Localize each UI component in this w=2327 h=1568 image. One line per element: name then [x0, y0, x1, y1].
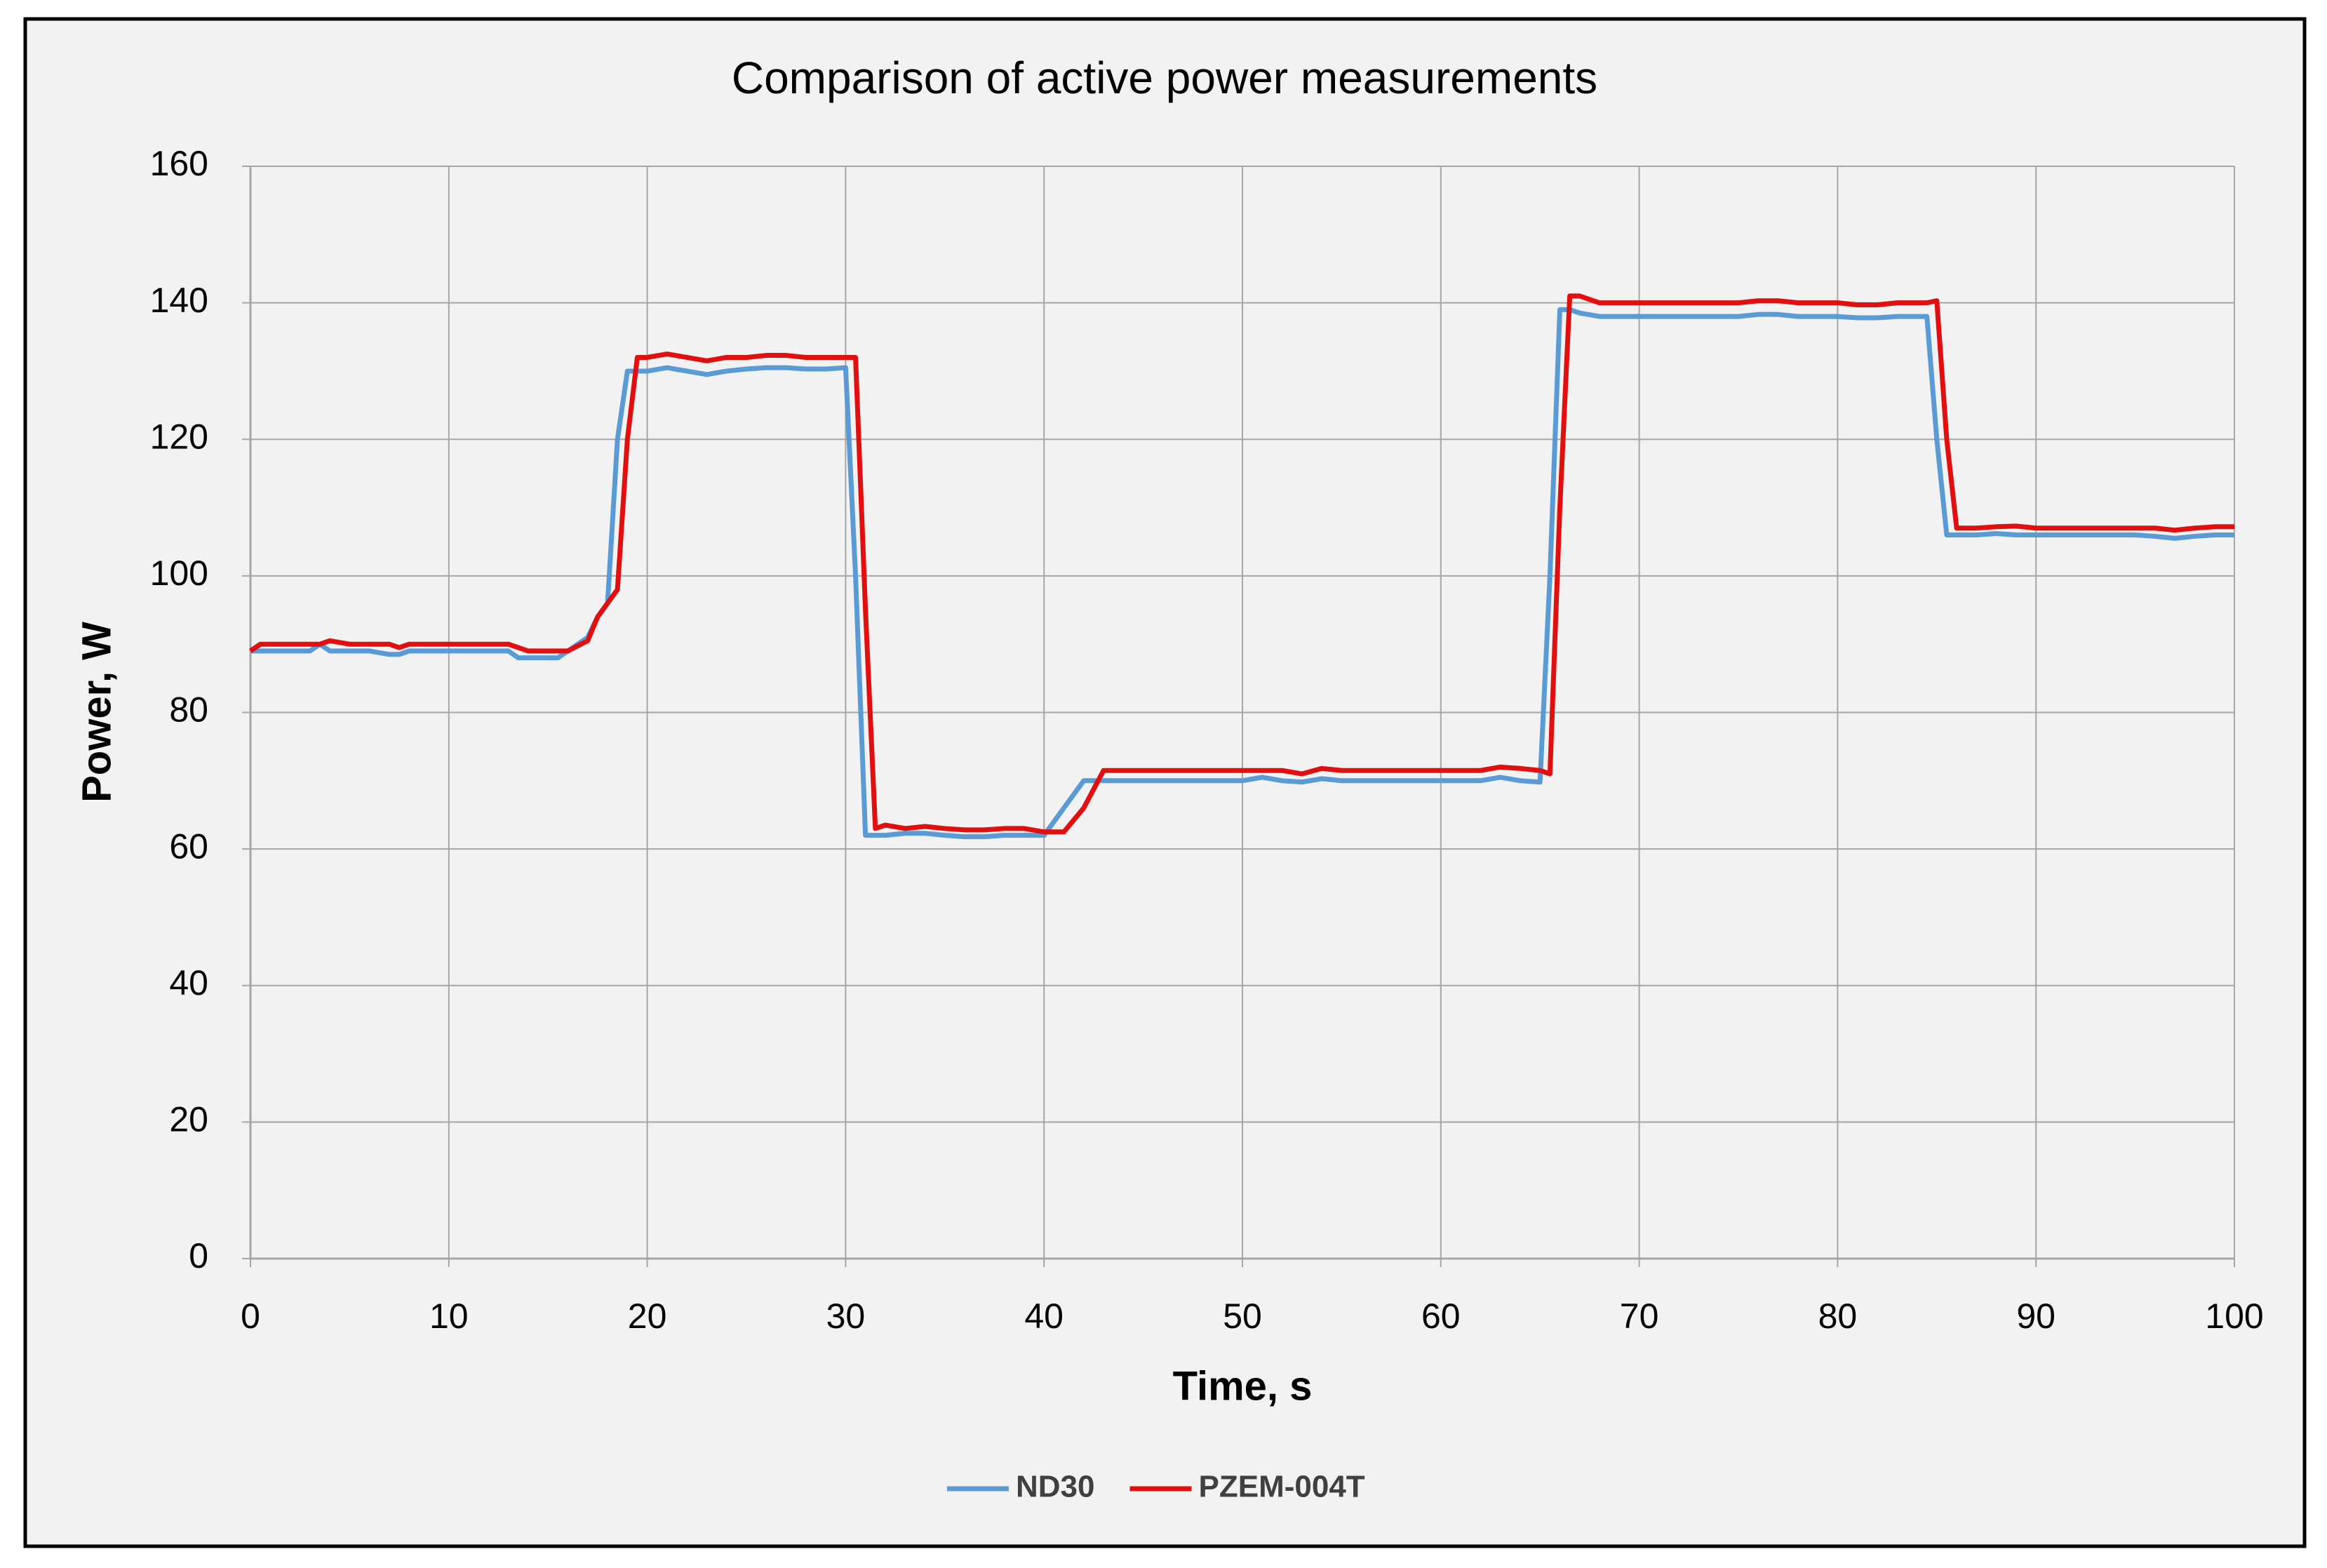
chart-title: Comparison of active power measurements [732, 53, 1597, 103]
y-tick-label: 40 [169, 963, 208, 1003]
x-tick-label: 20 [628, 1296, 667, 1336]
y-tick-label: 60 [169, 826, 208, 866]
y-tick-label: 120 [150, 417, 208, 456]
series-line [249, 293, 2234, 835]
x-tick-label: 30 [826, 1296, 866, 1336]
x-tick-label: 80 [1818, 1296, 1858, 1336]
y-tick-label: 0 [189, 1236, 208, 1275]
x-axis-title: Time, s [1173, 1363, 1313, 1409]
x-tick-label: 40 [1024, 1296, 1064, 1336]
x-tick-label: 100 [2205, 1296, 2263, 1336]
y-tick-label: 160 [150, 144, 208, 183]
x-tick-label: 0 [241, 1296, 260, 1336]
legend-label: PZEM-004T [1199, 1470, 1365, 1504]
legend-label: ND30 [1016, 1470, 1095, 1504]
x-tick-label: 10 [429, 1296, 469, 1336]
x-tick-label: 70 [1620, 1296, 1659, 1336]
y-tick-label: 140 [150, 281, 208, 320]
x-tick-label: 50 [1223, 1296, 1262, 1336]
y-tick-label: 80 [169, 690, 208, 730]
x-tick-label: 60 [1421, 1296, 1461, 1336]
x-tick-label: 90 [2016, 1296, 2056, 1336]
y-tick-label: 100 [150, 554, 208, 593]
y-tick-label: 20 [169, 1100, 208, 1139]
series-line [250, 307, 2234, 840]
y-axis-title: Power, W [74, 622, 119, 803]
